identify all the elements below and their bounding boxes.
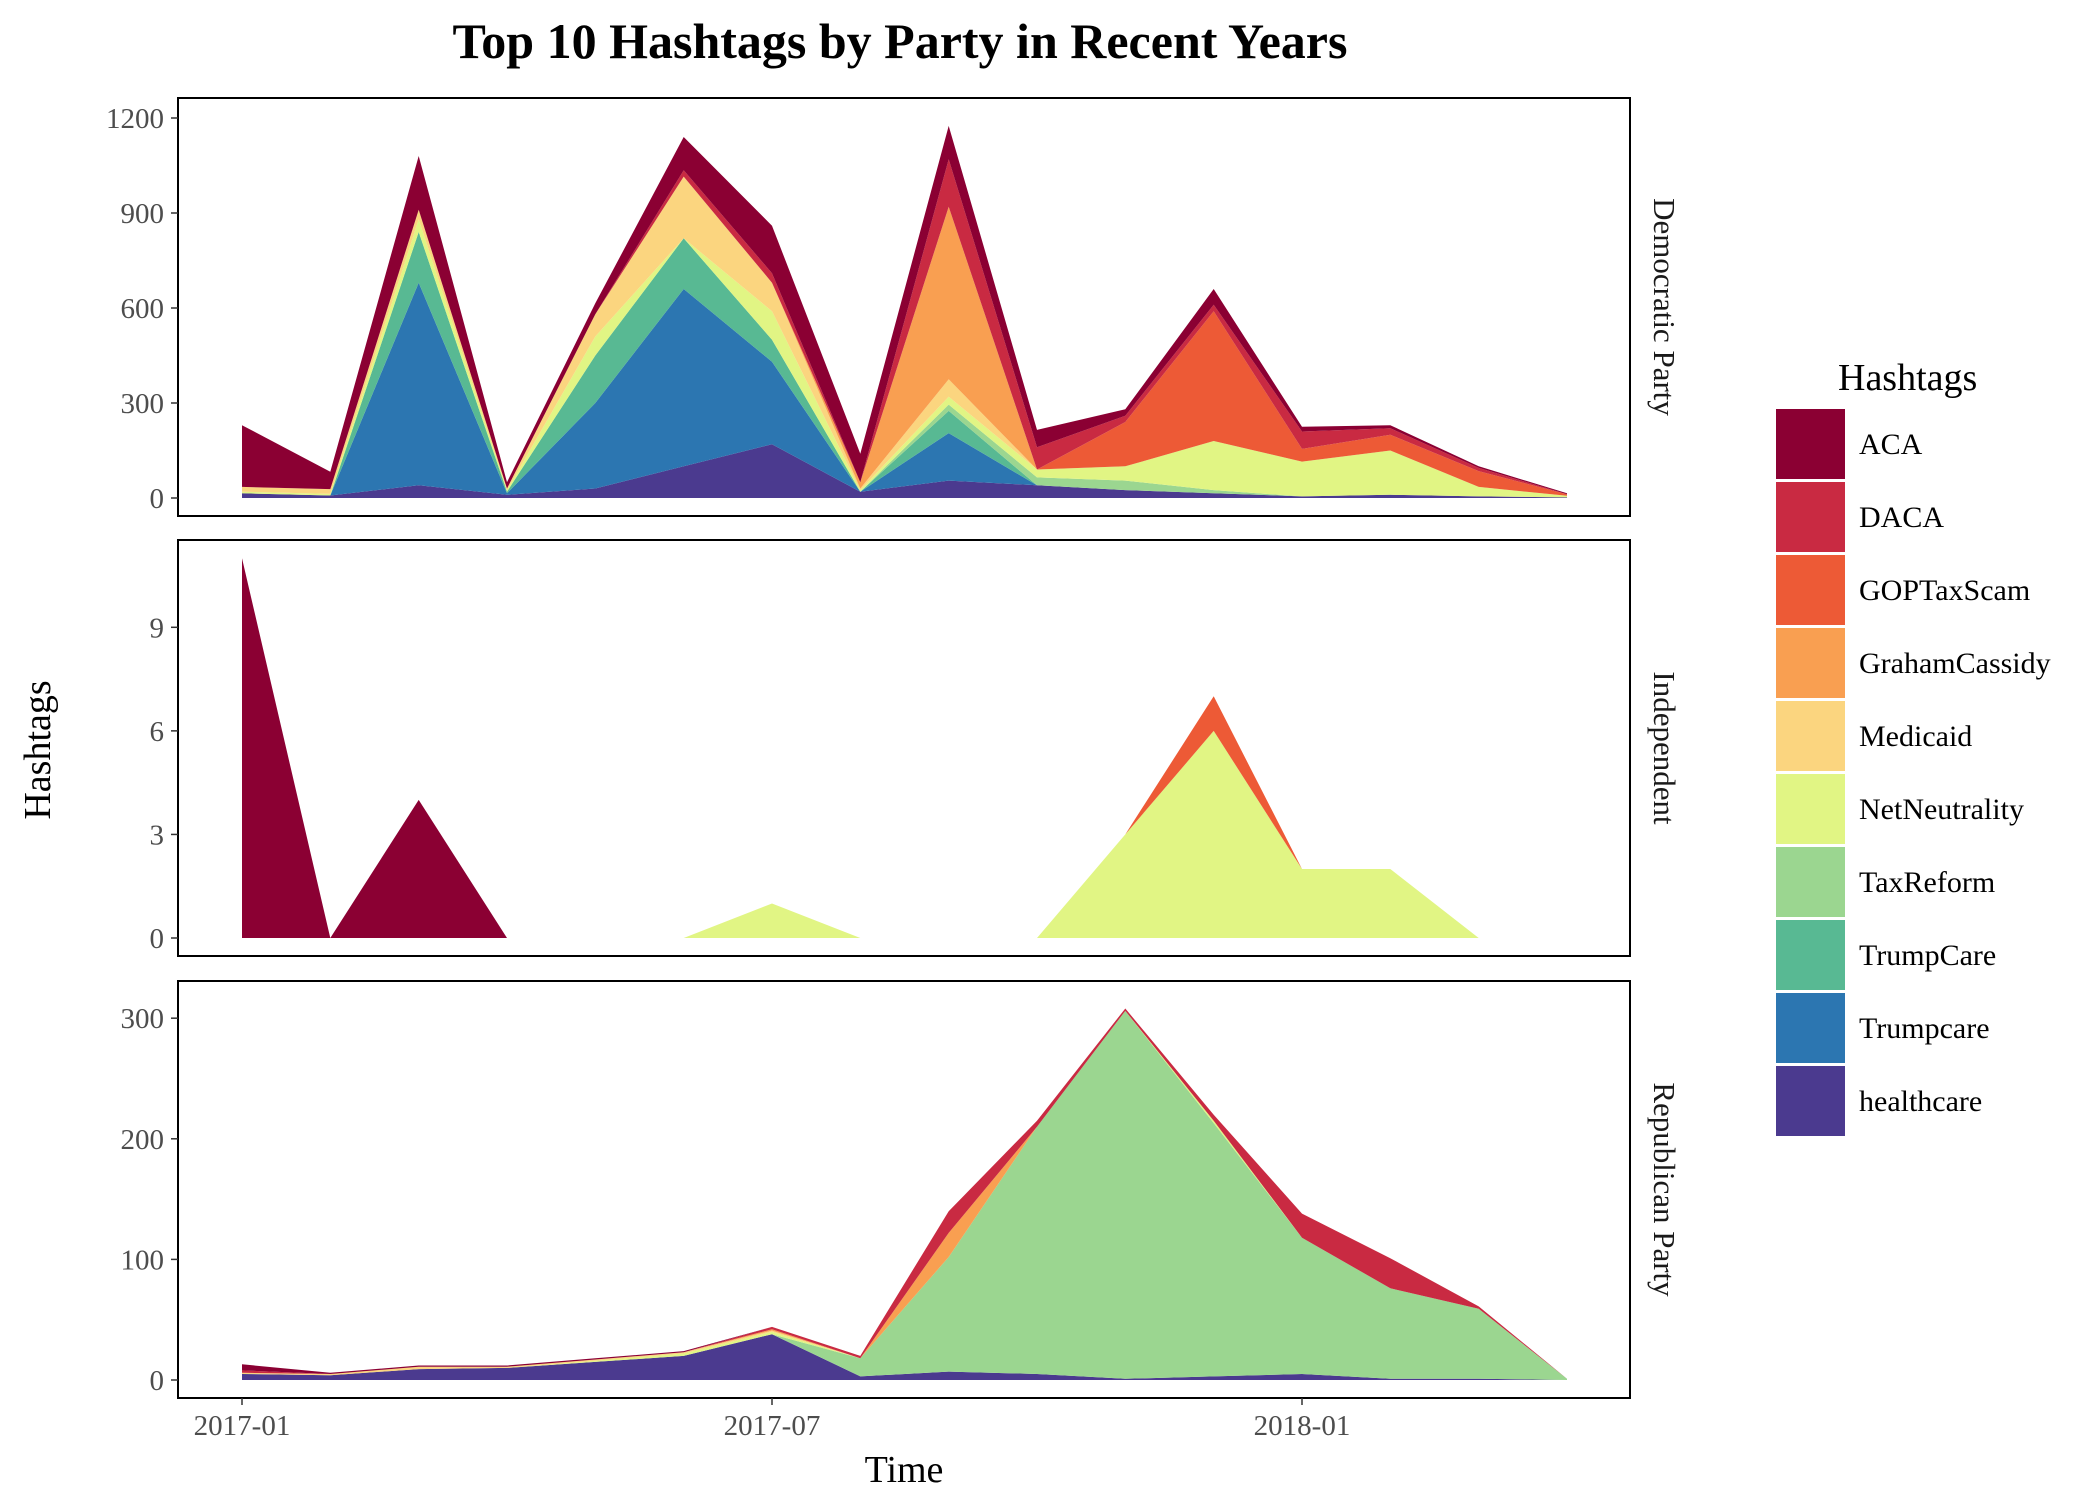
y-tick-label: 0 — [150, 923, 165, 955]
chart-title: Top 10 Hashtags by Party in Recent Years — [453, 13, 1348, 69]
legend-label: Trumpcare — [1859, 1012, 1990, 1045]
legend: Hashtags ACA DACA GOPTaxScam GrahamCassidy Me… — [1776, 357, 2051, 1136]
legend-item-trumpcare: Trumpcare — [1776, 993, 1990, 1063]
legend-label: healthcare — [1859, 1085, 1982, 1118]
legend-item-medicaid: Medicaid — [1776, 701, 1972, 771]
area-netneutrality — [242, 730, 1567, 938]
y-tick-label: 0 — [150, 1365, 165, 1397]
area-goptaxscam — [242, 696, 1567, 938]
panel-border — [177, 980, 1631, 1399]
legend-swatch — [1776, 774, 1845, 844]
area-daca — [242, 159, 1567, 495]
legend-swatch — [1776, 847, 1845, 917]
area-taxreform — [242, 1010, 1567, 1380]
legend-label: GOPTaxScam — [1859, 574, 2030, 607]
x-axis: 2017-01 2017-07 2018-01 — [194, 1398, 1351, 1442]
legend-label: NetNeutrality — [1859, 793, 2024, 826]
legend-title: Hashtags — [1838, 357, 1977, 399]
legend-item-trumpcare: TrumpCare — [1776, 920, 1996, 990]
y-tick-label: 900 — [121, 198, 165, 230]
y-tick-label: 300 — [121, 388, 165, 420]
legend-label: GrahamCassidy — [1859, 647, 2051, 680]
y-tick-label: 9 — [150, 612, 165, 644]
x-tick-label: 2017-01 — [194, 1410, 291, 1442]
area-aca — [242, 125, 1567, 495]
legend-item-goptaxscam: GOPTaxScam — [1776, 555, 2030, 625]
y-tick-label: 0 — [150, 483, 165, 515]
facet-label: Republican Party — [1647, 1082, 1682, 1297]
panel-democratic-party: 0 300 600 900 1200 Democratic Party — [106, 97, 1682, 517]
area-aca — [242, 558, 1567, 938]
legend-item-taxreform: TaxReform — [1776, 847, 1995, 917]
legend-label: Medicaid — [1859, 720, 1972, 753]
area-goptaxscam — [242, 176, 1567, 496]
panel-border — [177, 539, 1631, 957]
legend-item-aca: ACA — [1776, 409, 1923, 479]
area-grahamcassidy — [242, 1010, 1567, 1379]
x-axis-title: Time — [865, 1449, 944, 1491]
legend-swatch — [1776, 993, 1845, 1063]
area-layers — [242, 558, 1567, 938]
legend-swatch — [1776, 555, 1845, 625]
facet-label: Independent — [1647, 671, 1682, 825]
area-trumpcare — [242, 282, 1567, 498]
x-tick-label: 2018-01 — [1254, 1410, 1351, 1442]
area-layers — [242, 1008, 1567, 1380]
y-tick-label: 100 — [121, 1244, 165, 1276]
legend-label: TaxReform — [1859, 866, 1995, 899]
legend-swatch — [1776, 628, 1845, 698]
y-tick-label: 1200 — [106, 103, 164, 135]
legend-swatch — [1776, 701, 1845, 771]
facet-label: Democratic Party — [1647, 198, 1682, 416]
y-tick-label: 300 — [121, 1003, 165, 1035]
panel-border — [177, 97, 1631, 517]
y-tick-label: 6 — [150, 716, 165, 748]
area-netneutrality — [242, 219, 1567, 498]
panel-independent: 0 3 6 9 Independent — [150, 539, 1682, 957]
legend-swatch — [1776, 920, 1845, 990]
legend-swatch — [1776, 1066, 1845, 1136]
y-tick-label: 200 — [121, 1124, 165, 1156]
legend-item-netneutrality: NetNeutrality — [1776, 774, 2024, 844]
area-layers — [242, 125, 1567, 498]
legend-swatch — [1776, 409, 1845, 479]
y-axis-title: Hashtags — [17, 680, 59, 819]
legend-label: ACA — [1859, 428, 1923, 461]
area-grahamcassidy — [242, 176, 1567, 496]
legend-swatch — [1776, 482, 1845, 552]
x-tick-label: 2017-07 — [724, 1410, 821, 1442]
facet-panels: 0 300 600 900 1200 Democratic Party 0 3 6 9 Indepe… — [106, 97, 1682, 1442]
panel-republican-party: 0 100 200 300 Republican Party — [121, 980, 1682, 1399]
legend-item-daca: DACA — [1776, 482, 1944, 552]
legend-label: DACA — [1859, 501, 1944, 534]
area-healthcare — [242, 1334, 1567, 1380]
y-tick-label: 600 — [121, 293, 165, 325]
legend-item-grahamcassidy: GrahamCassidy — [1776, 628, 2051, 698]
legend-item-healthcare: healthcare — [1776, 1066, 1982, 1136]
y-tick-label: 3 — [150, 819, 165, 851]
legend-label: TrumpCare — [1859, 939, 1996, 972]
area-healthcare — [242, 444, 1567, 498]
